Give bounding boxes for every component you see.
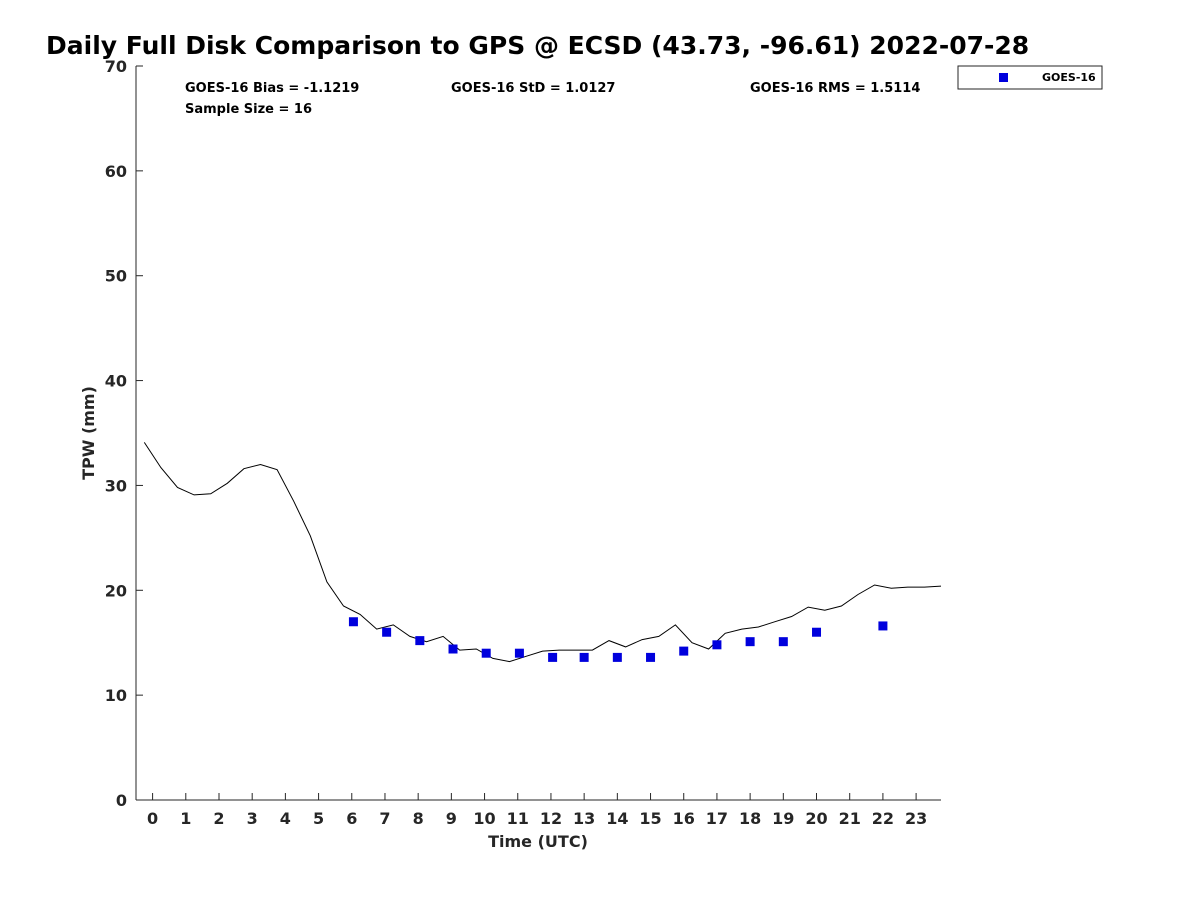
goes16-point xyxy=(348,617,358,627)
y-tick-label: 30 xyxy=(105,476,127,495)
goes16-point xyxy=(548,652,558,662)
goes16-point xyxy=(612,652,622,662)
x-tick-label: 2 xyxy=(213,809,224,828)
legend: GOES-16 xyxy=(957,65,1103,90)
x-tick-label: 5 xyxy=(313,809,324,828)
y-tick-label: 60 xyxy=(105,162,127,181)
sample-size-stat: Sample Size = 16 xyxy=(185,102,312,117)
goes16-point xyxy=(646,652,656,662)
goes16-point xyxy=(448,644,458,654)
x-tick-label: 15 xyxy=(639,809,661,828)
x-tick-label: 11 xyxy=(507,809,529,828)
x-tick-label: 12 xyxy=(540,809,562,828)
x-tick-label: 18 xyxy=(739,809,761,828)
x-tick-label: 1 xyxy=(180,809,191,828)
x-tick-label: 3 xyxy=(247,809,258,828)
bias-stat: GOES-16 Bias = -1.1219 xyxy=(185,81,359,96)
goes16-point xyxy=(481,648,491,658)
gps-line-layer xyxy=(143,442,942,663)
x-tick-label: 23 xyxy=(905,809,927,828)
x-tick-label: 20 xyxy=(805,809,827,828)
legend-box xyxy=(957,65,1103,90)
x-tick-label: 0 xyxy=(147,809,158,828)
x-tick-label: 19 xyxy=(772,809,794,828)
goes16-point xyxy=(382,627,392,637)
y-tick-label: 10 xyxy=(105,686,127,705)
x-tick-label: 17 xyxy=(706,809,728,828)
x-tick-label: 4 xyxy=(280,809,291,828)
x-ticks: 0 1 2 3 4 5 6 7 8 9 10 11 12 13 14 15 16 17 18 19 20 21 22 23 xyxy=(147,793,927,828)
goes16-point xyxy=(679,646,689,656)
y-tick-label: 20 xyxy=(105,581,127,600)
x-tick-label: 8 xyxy=(413,809,424,828)
y-tick-label: 0 xyxy=(116,791,127,810)
y-tick-label: 70 xyxy=(105,57,127,76)
y-axis-label: TPW (mm) xyxy=(79,386,98,480)
chart-title: Daily Full Disk Comparison to GPS @ ECSD… xyxy=(46,31,1029,60)
goes16-point xyxy=(712,640,722,650)
y-tick-label: 50 xyxy=(105,267,127,286)
goes16-point xyxy=(778,637,788,647)
legend-marker-goes16 xyxy=(999,73,1008,82)
goes16-point xyxy=(745,637,755,647)
rms-stat: GOES-16 RMS = 1.5114 xyxy=(750,81,920,96)
x-tick-label: 10 xyxy=(473,809,495,828)
y-ticks: 0 10 20 30 40 50 60 70 xyxy=(105,57,143,810)
x-tick-label: 9 xyxy=(446,809,457,828)
goes16-point xyxy=(514,648,524,658)
gps-series-line xyxy=(143,442,942,663)
y-tick-label: 40 xyxy=(105,372,127,391)
x-tick-label: 16 xyxy=(673,809,695,828)
goes16-point xyxy=(415,636,425,646)
x-tick-label: 6 xyxy=(346,809,357,828)
x-tick-label: 14 xyxy=(606,809,628,828)
std-stat: GOES-16 StD = 1.0127 xyxy=(451,81,615,96)
legend-label-goes16: GOES-16 xyxy=(1042,71,1096,84)
goes16-point xyxy=(579,652,589,662)
goes16-point xyxy=(878,621,888,631)
goes16-points-layer xyxy=(348,617,888,662)
goes16-point xyxy=(812,627,822,637)
x-tick-label: 13 xyxy=(573,809,595,828)
x-tick-label: 22 xyxy=(872,809,894,828)
x-axis-label: Time (UTC) xyxy=(488,832,588,851)
x-tick-label: 21 xyxy=(839,809,861,828)
x-tick-label: 7 xyxy=(379,809,390,828)
axes xyxy=(135,66,941,801)
